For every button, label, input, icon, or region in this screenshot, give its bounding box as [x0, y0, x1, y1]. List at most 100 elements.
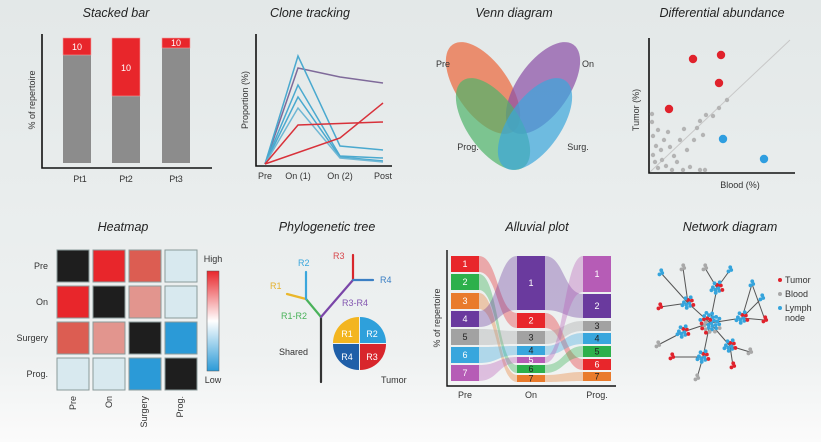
- network-node: [683, 333, 688, 337]
- heatmap-col-label: Prog.: [175, 396, 185, 418]
- clone-tracking-panel: Clone tracking Proportion (%) Pre On (1)…: [240, 6, 393, 181]
- alluvial-ylabel: % of repertoire: [432, 288, 442, 347]
- heatmap-title: Heatmap: [98, 220, 149, 234]
- network-node: [702, 323, 707, 328]
- label-r1-r2: R1-R2: [281, 311, 307, 321]
- network-node: [745, 318, 750, 322]
- network-node: [698, 318, 703, 322]
- network-node: [703, 327, 708, 332]
- network-node: [707, 313, 711, 318]
- alluvial-box: [517, 357, 545, 363]
- network-node: [717, 322, 722, 327]
- gray-point: [724, 97, 730, 103]
- stacked-bar-title: Stacked bar: [83, 6, 151, 20]
- network-node: [657, 272, 662, 277]
- label-r1: R1: [270, 281, 282, 291]
- network-node: [725, 339, 730, 344]
- network-node: [706, 322, 711, 327]
- network-node: [691, 303, 696, 307]
- clone-line: [264, 121, 384, 165]
- gray-point: [653, 143, 659, 149]
- legend-tumor: Tumor: [785, 275, 811, 285]
- alluvial-flow: [545, 372, 583, 382]
- gray-point: [681, 126, 687, 132]
- network-node: [746, 351, 751, 356]
- alluvial-box: [451, 274, 479, 290]
- network-node: [712, 318, 716, 323]
- network-node: [729, 365, 734, 370]
- alluvial-box-label: 4: [528, 346, 533, 356]
- network-node: [728, 265, 733, 270]
- network-node: [695, 373, 700, 378]
- heatmap-cell: [128, 357, 162, 391]
- alluvial-col-pre: Pre: [458, 390, 472, 400]
- alluvial-flow: [479, 256, 517, 328]
- heatmap-cell: [56, 249, 90, 283]
- network-node: [736, 315, 740, 320]
- network-node: [706, 357, 711, 361]
- legend-blood-dot: [778, 292, 782, 296]
- network-node: [748, 347, 753, 352]
- network-node: [686, 332, 691, 336]
- network-node: [742, 319, 747, 323]
- network-node: [678, 325, 683, 330]
- network-node: [656, 306, 661, 311]
- heatmap-cell: [164, 357, 198, 391]
- network-node: [686, 298, 691, 302]
- network-node: [700, 326, 705, 331]
- network-node: [681, 327, 686, 331]
- network-node: [656, 340, 661, 345]
- venn-title: Venn diagram: [475, 6, 552, 20]
- stacked-bar-ylabel: % of repertoire: [27, 70, 37, 129]
- network-node: [710, 311, 715, 316]
- gray-point: [700, 132, 706, 138]
- clone-tracking-title: Clone tracking: [270, 6, 350, 20]
- differential-xlabel: Blood (%): [720, 180, 760, 190]
- network-node: [684, 302, 689, 307]
- bar-segment-top: [111, 37, 141, 97]
- blood-enriched-point: [718, 134, 728, 144]
- network-node: [679, 331, 684, 336]
- heatmap-cell: [164, 249, 198, 283]
- alluvial-box-label: 2: [462, 277, 467, 287]
- network-node: [717, 289, 722, 293]
- legend-tumor-dot: [778, 278, 782, 282]
- gray-point: [716, 105, 722, 111]
- network-node: [741, 316, 746, 320]
- heatmap-col-label: On: [104, 396, 114, 408]
- alluvial-flow: [545, 333, 583, 355]
- alluvial-box-label: 5: [528, 355, 533, 365]
- heatmap-panel: Heatmap Pre On Surgery Prog. Pre On Surg…: [16, 220, 222, 428]
- scale-low-label: Low: [205, 375, 222, 385]
- alluvial-box: [451, 347, 479, 363]
- stacked-bar-panel: Stacked bar % of repertoire Pt1 Pt2 Pt3 …: [27, 6, 212, 184]
- venn-label-prog: Prog.: [457, 142, 479, 152]
- network-node: [679, 267, 684, 272]
- differential-panel: Differential abundance Blood (%) Tumor (…: [631, 6, 795, 190]
- network-node: [706, 326, 711, 330]
- tumor-enriched-point: [714, 78, 724, 88]
- network-node: [699, 356, 704, 361]
- network-node: [682, 330, 687, 334]
- network-node: [683, 296, 688, 301]
- network-node: [713, 323, 718, 327]
- pie-label-r3: R3: [366, 352, 378, 362]
- gray-point: [677, 137, 683, 143]
- network-node: [740, 313, 745, 317]
- label-shared: Shared: [279, 347, 308, 357]
- clone-tracking-axes: [255, 34, 392, 167]
- network-node: [710, 327, 714, 332]
- network-node: [730, 338, 735, 343]
- gray-point: [691, 137, 697, 143]
- network-title: Network diagram: [683, 220, 777, 234]
- alluvial-box-label: 3: [528, 333, 533, 343]
- network-node: [659, 268, 664, 273]
- heatmap-cell: [128, 249, 162, 283]
- alluvial-box: [583, 256, 611, 292]
- bar-segment-base: [162, 48, 190, 163]
- stacked-bar-axes: [41, 34, 212, 169]
- network-node: [704, 330, 708, 335]
- blood-enriched-point: [759, 154, 769, 164]
- network-edge: [751, 283, 766, 321]
- clone-line: [264, 102, 384, 165]
